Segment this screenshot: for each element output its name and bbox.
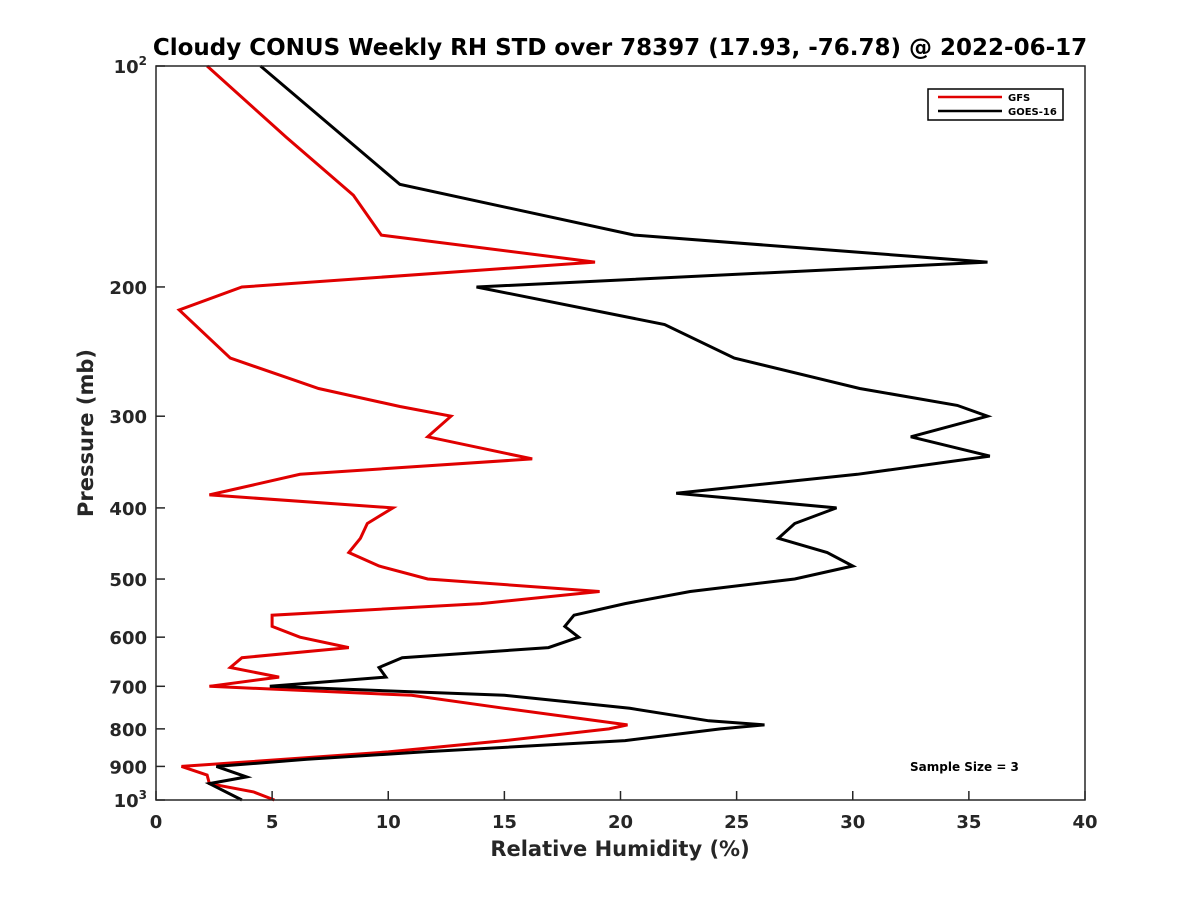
y-tick-label: 103 xyxy=(114,788,147,812)
x-axis: 0 5 10 15 20 25 30 35 40 xyxy=(150,791,1098,833)
y-tick-label: 700 xyxy=(109,677,147,698)
legend-label-goes16: GOES-16 xyxy=(1008,107,1057,118)
x-tick-label: 40 xyxy=(1072,812,1097,833)
y-tick-label: 500 xyxy=(109,570,147,591)
y-tick-label: 200 xyxy=(109,278,147,299)
y-tick-label: 800 xyxy=(109,720,147,741)
x-tick-label: 0 xyxy=(150,812,163,833)
y-tick-label: 102 xyxy=(114,54,147,78)
y-tick-label: 900 xyxy=(109,757,147,778)
x-tick-label: 25 xyxy=(724,812,749,833)
x-tick-label: 5 xyxy=(266,812,279,833)
x-tick-label: 30 xyxy=(840,812,865,833)
legend-label-gfs: GFS xyxy=(1008,93,1030,104)
series-layer xyxy=(176,64,993,802)
series-line-goes-16 xyxy=(204,64,993,802)
sample-size-annotation: Sample Size = 3 xyxy=(910,760,1019,774)
chart-title: Cloudy CONUS Weekly RH STD over 78397 (1… xyxy=(153,35,1087,61)
x-tick-label: 15 xyxy=(492,812,517,833)
legend: GFS GOES-16 xyxy=(927,88,1064,121)
x-axis-label: Relative Humidity (%) xyxy=(490,837,749,861)
series-line-gfs xyxy=(176,64,628,802)
y-axis: 102 200 300 400 500 600 700 800 900 103 xyxy=(109,54,165,812)
y-axis-label: Pressure (mb) xyxy=(74,349,98,517)
x-tick-label: 10 xyxy=(376,812,401,833)
x-tick-label: 35 xyxy=(956,812,981,833)
y-tick-label: 400 xyxy=(109,499,147,520)
legend-box xyxy=(927,88,1064,121)
x-tick-label: 20 xyxy=(608,812,633,833)
y-tick-label: 600 xyxy=(109,628,147,649)
y-tick-label: 300 xyxy=(109,407,147,428)
